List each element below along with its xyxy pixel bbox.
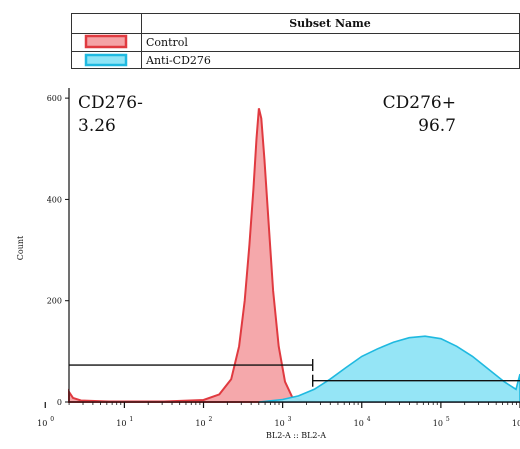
gate-negative-name: CD276- xyxy=(78,93,143,113)
legend-swatch-control xyxy=(84,34,128,49)
gates xyxy=(69,359,520,387)
legend-header: Subset Name xyxy=(289,17,371,30)
x-tick-label: 10 xyxy=(354,419,364,428)
x-tick-label: 10 xyxy=(116,419,126,428)
x-tick-exponent: 0 xyxy=(50,416,54,423)
x-tick-label: 10 xyxy=(433,419,443,428)
y-tick-label: 0 xyxy=(57,398,62,407)
x-tick-exponent: 2 xyxy=(209,416,213,423)
y-tick-label: 600 xyxy=(47,94,62,103)
y-tick-label: 400 xyxy=(47,195,62,204)
x-tick-label: 10 xyxy=(275,419,285,428)
gate-positive-value: 96.7 xyxy=(418,116,456,136)
x-tick-exponent: 5 xyxy=(446,416,450,423)
x-tick-exponent: 1 xyxy=(129,416,133,423)
x-tick-exponent: 3 xyxy=(288,416,292,423)
x-axis-title: BL2-A :: BL2-A xyxy=(266,431,326,440)
x-tick-label: 10 xyxy=(512,419,520,428)
legend-label-control: Control xyxy=(146,36,188,49)
gate-positive-name: CD276+ xyxy=(383,93,456,113)
x-tick-label: 10 xyxy=(195,419,205,428)
gate-negative-value: 3.26 xyxy=(78,116,116,136)
x-tick-label: 10 xyxy=(37,419,47,428)
y-axis-ticks: 0 200 400 600 xyxy=(47,94,69,407)
series-area-anti-cd276 xyxy=(258,335,520,403)
y-tick-label: 200 xyxy=(47,297,62,306)
x-tick-exponent: 4 xyxy=(367,416,371,423)
legend-label-anti-cd276: Anti-CD276 xyxy=(145,54,211,67)
legend-table: Subset Name Control Anti-CD276 xyxy=(71,13,520,69)
legend-border xyxy=(71,13,520,69)
x-axis-ticks: 100101102103104105106 xyxy=(37,402,520,428)
legend-swatch-anti-cd276 xyxy=(84,53,128,67)
y-axis-title: Count xyxy=(16,235,25,260)
